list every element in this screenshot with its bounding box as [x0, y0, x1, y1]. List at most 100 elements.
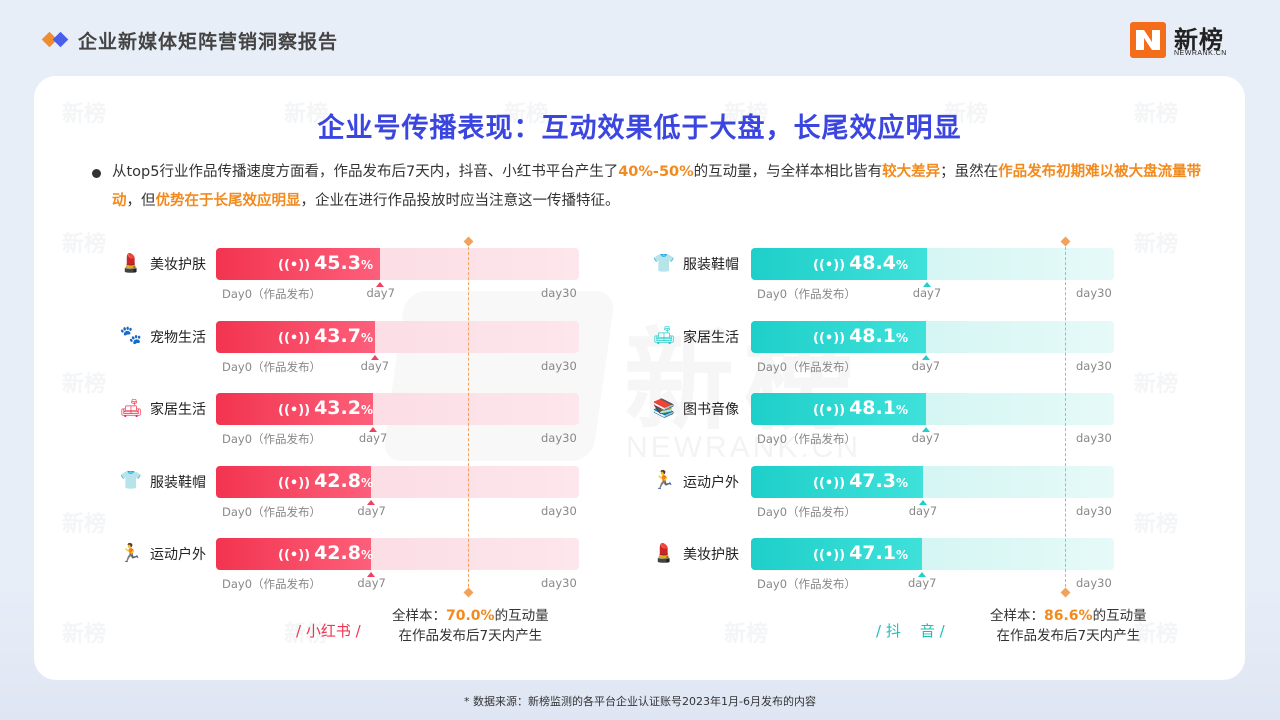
benchmark-line-douyin — [1065, 242, 1066, 592]
note-prefix: 全样本： — [990, 608, 1044, 624]
desc-part: ，企业在进行作品投放时应当注意这一传播特征。 — [300, 193, 620, 209]
tick-day0: Day0（作品发布） — [757, 577, 857, 591]
benchmark-dot-top — [1060, 236, 1071, 247]
tick-day30: day30 — [1076, 576, 1112, 590]
bar-fill — [216, 248, 381, 280]
desc-part: 的互动量，与全样本相比皆有 — [693, 164, 883, 180]
value-unit: % — [360, 330, 373, 345]
description-text: 从top5行业作品传播速度方面看，作品发布后7天内，抖音、小红书平台产生了40%… — [94, 158, 1204, 216]
tick-day30: day30 — [1076, 431, 1112, 445]
note-suffix: 的互动量 — [1092, 608, 1147, 624]
tick-day7: day7 — [357, 503, 386, 518]
bar-value-label: ((•)) 43.2% — [278, 397, 373, 419]
note-suffix: 的互动量 — [494, 608, 549, 624]
signal-icon: ((•)) — [278, 475, 311, 491]
bar-track: ((•)) 47.3% — [751, 465, 1114, 498]
logo-text: 新榜 — [1174, 26, 1224, 54]
watermark-small: 新榜 — [1134, 512, 1179, 537]
footer-source: * 数据来源：新榜监测的各平台企业认证账号2023年1月-6月发布的内容 — [464, 695, 816, 708]
note-value: 70.0% — [446, 608, 495, 624]
value-number: 48.1 — [849, 324, 896, 347]
watermark-big-sub: NEWRANK.CN — [626, 431, 862, 464]
desc-part: ；虽然在 — [940, 164, 999, 180]
value-unit: % — [360, 403, 373, 417]
clothing-icon: 👕 — [119, 470, 143, 491]
signal-icon: ((•)) — [813, 475, 846, 491]
watermark-small: 新榜 — [62, 512, 107, 537]
note-value: 86.6% — [1044, 608, 1093, 624]
day7-marker — [921, 354, 930, 360]
tick-day30: day30 — [541, 286, 577, 300]
bar-fill — [216, 465, 372, 498]
tick-day7: day7 — [907, 576, 937, 590]
bar-track: ((•)) 48.1% — [751, 393, 1114, 425]
tick-day7: day7 — [366, 286, 395, 300]
value-unit: % — [895, 403, 908, 417]
value-number: 43.2 — [314, 397, 361, 419]
tick-day0: Day0（作品发布） — [757, 287, 857, 301]
watermark-small: 新榜 — [724, 622, 769, 647]
benchmark-dot-top — [463, 236, 474, 247]
bar-row: 👕 服装鞋帽 ((•)) 48.4% Day0（作品发布） day7 day30 — [651, 248, 1124, 318]
bar-value-label: ((•)) 48.1% — [813, 325, 908, 347]
bar-value-label: ((•)) 42.8% — [278, 470, 373, 492]
logo-mark-icon — [1130, 22, 1166, 58]
logo-subtext: NEWRANK.CN — [1174, 50, 1227, 57]
value-number: 47.1 — [849, 542, 896, 564]
tick-day7: day7 — [360, 358, 390, 373]
category-label: 宠物生活 — [150, 329, 206, 346]
bar-value-label: ((•)) 45.3% — [278, 252, 373, 274]
tick-day7: day7 — [908, 503, 938, 518]
bar-fill — [751, 538, 922, 570]
value-number: 45.3 — [314, 252, 361, 274]
tick-day0: Day0（作品发布） — [222, 359, 322, 374]
day7-marker — [376, 282, 385, 287]
desc-highlight: 作品发布初期难以被大盘流量带动 — [112, 164, 1202, 209]
bar-row: 🏃 运动户外 ((•)) 42.8% Day0（作品发布） day7 day30 — [118, 538, 589, 608]
bar-track: ((•)) 43.7% — [216, 320, 579, 353]
bar-value-label: ((•)) 42.8% — [278, 542, 373, 564]
value-unit: % — [360, 548, 373, 562]
bar-row: 🛋 家居生活 ((•)) 48.1% Day0（作品发布） day7 day30 — [651, 320, 1124, 391]
signal-icon: ((•)) — [278, 548, 311, 563]
bar-value-label: ((•)) 43.7% — [278, 325, 373, 347]
tick-day7: day7 — [911, 431, 941, 445]
tick-day30: day30 — [1076, 358, 1112, 373]
bar-row: 🏃 运动户外 ((•)) 47.3% Day0（作品发布） day7 day30 — [651, 465, 1124, 536]
tick-day0: Day0（作品发布） — [222, 287, 322, 301]
bar-row: 👕 服装鞋帽 ((•)) 42.8% Day0（作品发布） day7 day30 — [118, 465, 589, 536]
value-unit: % — [360, 258, 373, 272]
category-label: 美妆护肤 — [150, 257, 206, 273]
signal-icon: ((•)) — [278, 258, 311, 273]
platform-label-douyin: / 抖 音 / — [876, 622, 945, 640]
value-unit: % — [895, 548, 908, 562]
description: 从top5行业作品传播速度方面看，作品发布后7天内，抖音、小红书平台产生了40%… — [92, 158, 1204, 216]
watermark-small: 新榜 — [944, 102, 989, 127]
tick-day0: Day0（作品发布） — [222, 577, 322, 591]
desc-part: ，但 — [126, 193, 156, 209]
signal-icon: ((•)) — [278, 330, 311, 346]
bar-row: 💄 美妆护肤 ((•)) 47.1% Day0（作品发布） day7 day30 — [651, 538, 1124, 608]
watermark-small: 新榜 — [62, 372, 107, 397]
tick-day7: day7 — [358, 431, 388, 445]
note-line: 在作品发布后7天内产生 — [996, 628, 1141, 644]
signal-icon: ((•)) — [813, 548, 846, 563]
signal-icon: ((•)) — [813, 403, 846, 418]
category-label: 美妆护肤 — [683, 547, 739, 563]
day7-marker — [367, 499, 376, 505]
day7-marker — [918, 499, 927, 505]
content-card: 新榜 NEWRANK.CN 新榜 新榜 新榜 新榜 新榜 新榜 新榜 新榜 新榜 新榜 新榜 新榜 新榜… — [34, 76, 1245, 680]
tick-day0: Day0（作品发布） — [757, 504, 857, 519]
tick-day30: day30 — [1076, 503, 1112, 518]
watermark-small: 新榜 — [504, 102, 549, 127]
paw-icon: 🐾 — [119, 325, 143, 346]
bar-value-label: ((•)) 48.4% — [813, 252, 908, 274]
watermark-small: 新榜 — [1134, 622, 1179, 647]
sports-icon: 🏃 — [652, 470, 676, 491]
desc-part: 从top5行业作品传播速度方面看，作品发布后7天内，抖音、小红书平台产生了 — [112, 164, 619, 180]
benchmark-line-xiaohongshu — [468, 242, 469, 592]
category-label: 运动户外 — [683, 474, 739, 491]
clothing-icon: 👕 — [652, 252, 676, 274]
tick-day30: day30 — [541, 576, 577, 590]
day7-marker — [921, 427, 930, 432]
